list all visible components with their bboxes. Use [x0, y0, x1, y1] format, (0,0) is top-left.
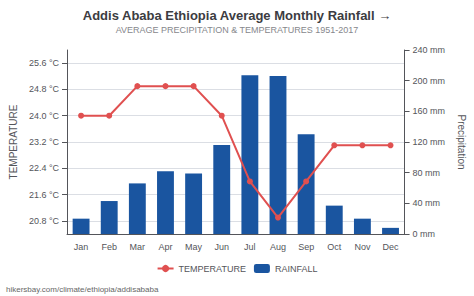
svg-text:TEMPERATURE: TEMPERATURE — [179, 264, 246, 274]
svg-text:120 mm: 120 mm — [413, 137, 446, 147]
svg-text:May: May — [185, 242, 203, 252]
svg-text:200 mm: 200 mm — [413, 76, 446, 86]
svg-text:Sep: Sep — [298, 242, 314, 252]
svg-text:Precipitation: Precipitation — [456, 114, 467, 169]
svg-text:24.8 °C: 24.8 °C — [29, 84, 60, 94]
svg-text:Jul: Jul — [244, 242, 256, 252]
svg-text:TEMPERATURE: TEMPERATURE — [8, 104, 19, 179]
svg-text:160 mm: 160 mm — [413, 106, 446, 116]
svg-text:RAINFALL: RAINFALL — [275, 264, 318, 274]
svg-text:20.8 °C: 20.8 °C — [29, 216, 60, 226]
svg-text:Nov: Nov — [354, 242, 371, 252]
svg-text:Oct: Oct — [327, 242, 342, 252]
svg-text:40 mm: 40 mm — [413, 198, 441, 208]
svg-text:240 mm: 240 mm — [413, 45, 446, 55]
svg-text:Jun: Jun — [214, 242, 229, 252]
svg-text:hikersbay.com/climate/ethiopia: hikersbay.com/climate/ethiopia/addisabab… — [6, 285, 159, 294]
svg-text:Dec: Dec — [383, 242, 400, 252]
svg-text:23.2 °C: 23.2 °C — [29, 137, 60, 147]
svg-text:Aug: Aug — [270, 242, 286, 252]
svg-text:Mar: Mar — [130, 242, 146, 252]
svg-text:Feb: Feb — [101, 242, 117, 252]
svg-text:80 mm: 80 mm — [413, 168, 441, 178]
svg-text:22.4 °C: 22.4 °C — [29, 163, 60, 173]
svg-text:Addis Ababa Ethiopia Average M: Addis Ababa Ethiopia Average Monthly Rai… — [83, 8, 391, 23]
svg-text:0 mm: 0 mm — [413, 229, 436, 239]
svg-text:21.6 °C: 21.6 °C — [29, 190, 60, 200]
svg-text:25.6 °C: 25.6 °C — [29, 58, 60, 68]
svg-text:24.0 °C: 24.0 °C — [29, 111, 60, 121]
svg-text:Apr: Apr — [158, 242, 172, 252]
svg-text:AVERAGE PRECIPITATION & TEMPER: AVERAGE PRECIPITATION & TEMPERATURES 195… — [116, 25, 359, 35]
svg-text:Jan: Jan — [74, 242, 89, 252]
